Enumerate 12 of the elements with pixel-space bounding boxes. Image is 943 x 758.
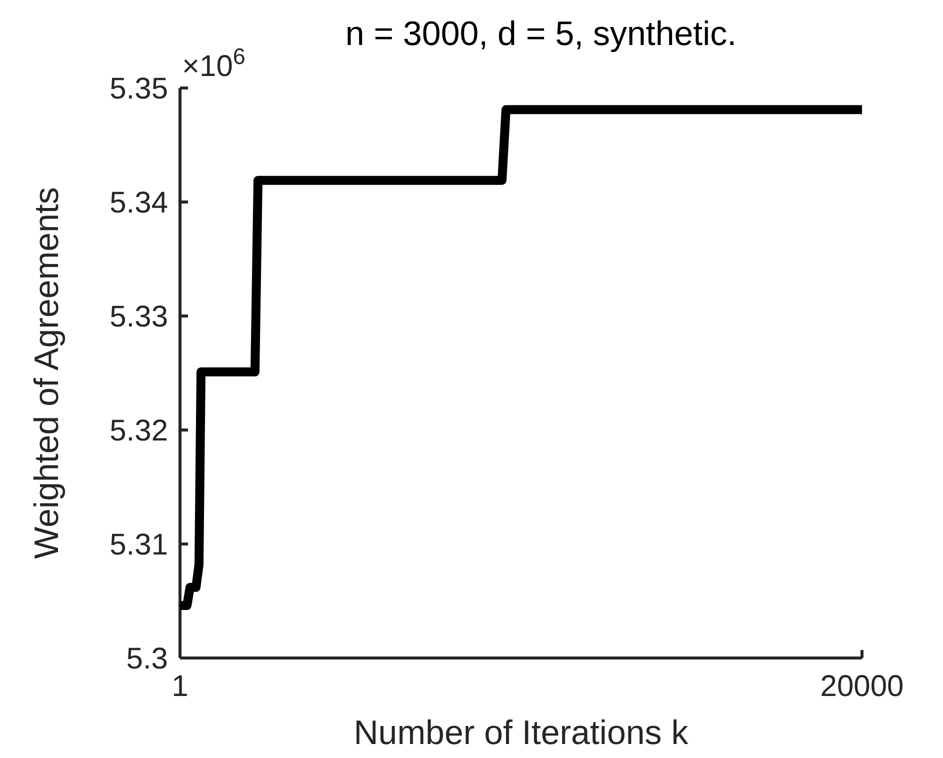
x-tick-label: 1	[172, 670, 188, 703]
x-tick-label: 20000	[820, 670, 904, 703]
chart-title: n = 3000, d = 5, synthetic.	[345, 15, 737, 53]
y-tick-label: 5.32	[110, 414, 168, 448]
y-tick-label: 5.35	[110, 72, 168, 106]
x-axis-title: Number of Iterations k	[354, 714, 690, 752]
text: ×10$^{6}$	[182, 44, 246, 83]
y-tick-label: 5.34	[110, 186, 168, 220]
y-tick-label: 5.31	[110, 528, 168, 562]
y-tick-label: 5.33	[110, 300, 168, 334]
y-axis-title: Weighted of Agreements	[28, 187, 66, 559]
y-tick-label: 5.3	[126, 642, 168, 676]
